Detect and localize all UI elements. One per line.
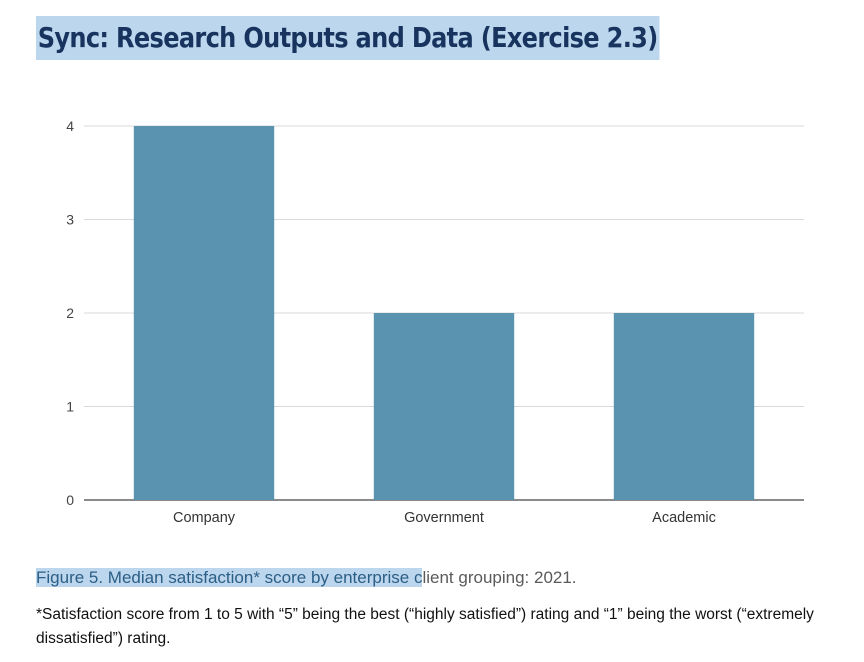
x-tick-label: Academic xyxy=(652,510,716,526)
footnote: *Satisfaction score from 1 to 5 with “5”… xyxy=(36,606,814,647)
figure-caption-rest: lient grouping: 2021. xyxy=(422,568,577,587)
y-tick-label: 1 xyxy=(66,399,74,415)
bar-government xyxy=(373,313,515,500)
y-tick-label: 3 xyxy=(66,212,74,228)
x-tick-label: Company xyxy=(173,510,236,526)
bar-company xyxy=(133,126,275,500)
y-tick-label: 0 xyxy=(66,492,74,508)
x-tick-label: Government xyxy=(404,510,484,526)
figure-caption-highlighted: Figure 5. Median satisfaction* score by … xyxy=(36,568,423,587)
page-title: Sync: Research Outputs and Data (Exercis… xyxy=(36,16,660,60)
bar-chart: 0 1 2 3 4 Company Government Academic xyxy=(66,118,804,526)
y-tick-label: 4 xyxy=(66,118,74,134)
bars-layer xyxy=(133,126,755,500)
title-container: Sync: Research Outputs and Data (Exercis… xyxy=(36,16,761,60)
figure-caption: Figure 5. Median satisfaction* score by … xyxy=(36,568,577,588)
bar-academic xyxy=(613,313,755,500)
y-tick-labels: 0 1 2 3 4 xyxy=(66,118,74,508)
x-tick-labels: Company Government Academic xyxy=(173,510,716,526)
y-tick-label: 2 xyxy=(66,305,74,321)
